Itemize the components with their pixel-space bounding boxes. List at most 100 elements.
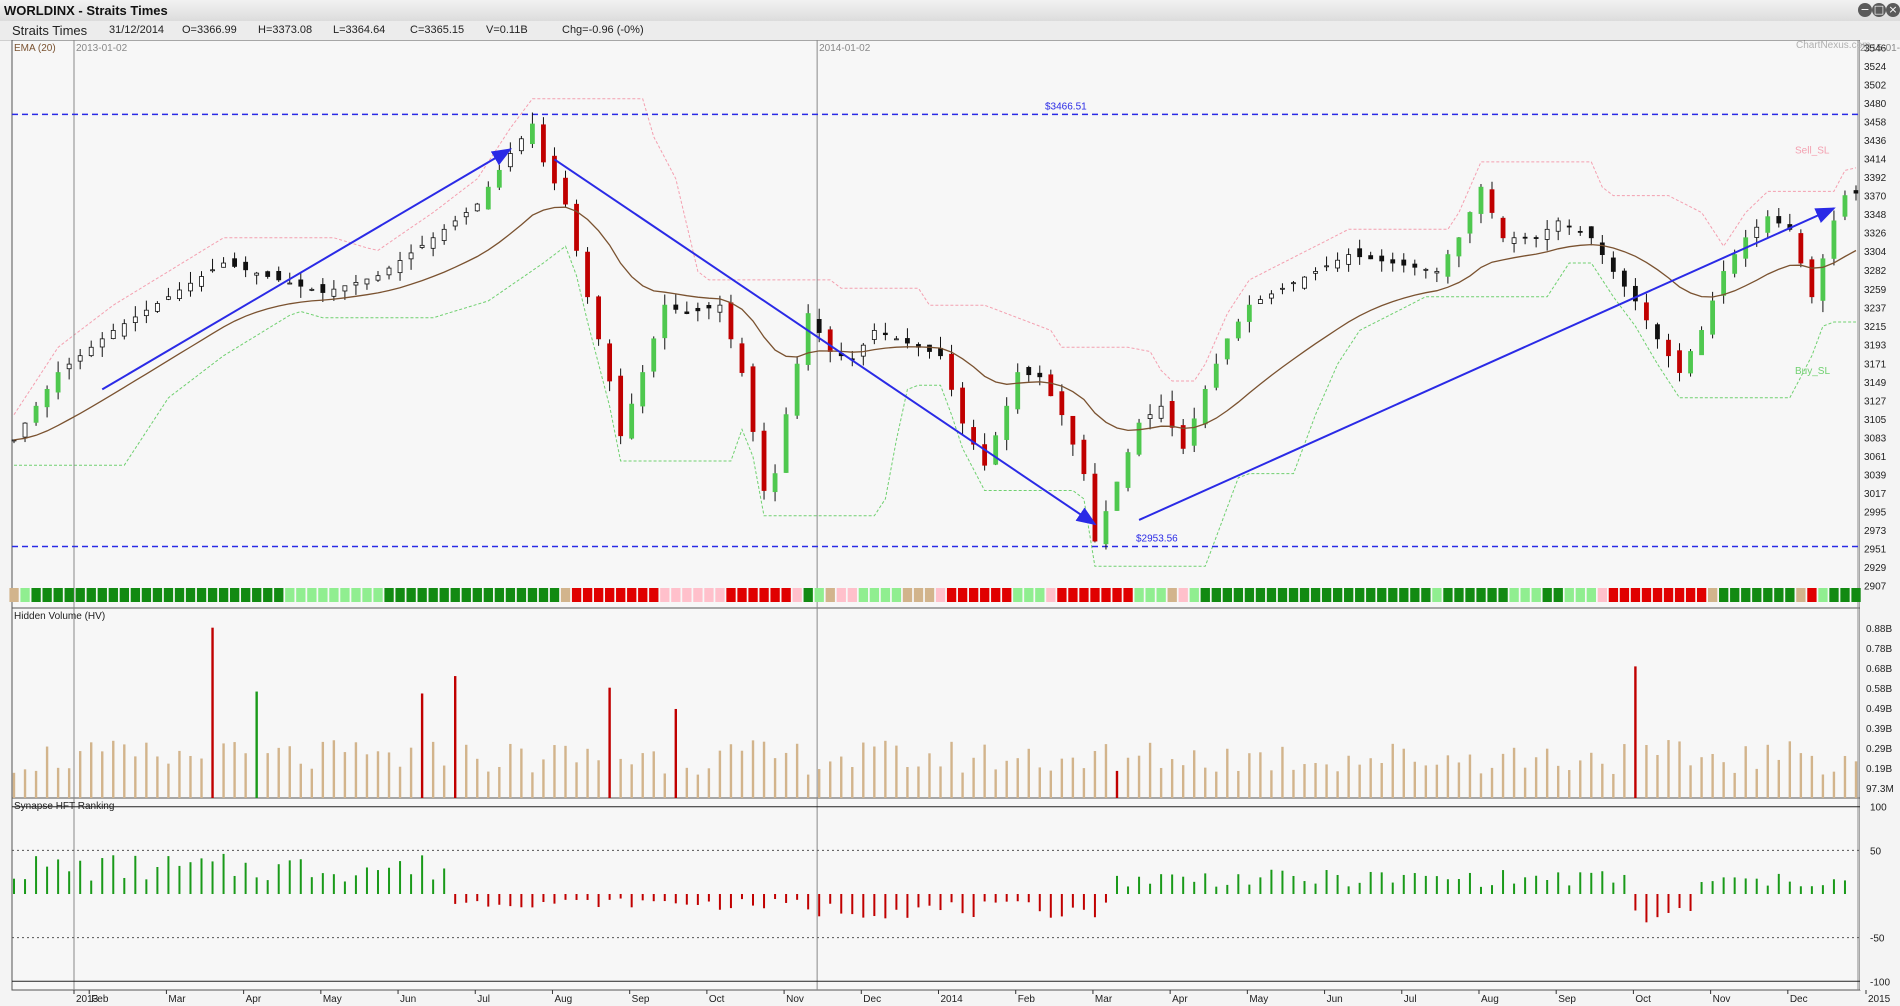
price-candle: [1202, 388, 1208, 425]
volume-bar: [961, 772, 964, 798]
trend-strip-cell: [980, 588, 990, 602]
volume-bar: [1512, 747, 1516, 798]
oscillator-bar: [1027, 894, 1030, 903]
trend-strip-cell: [527, 588, 538, 602]
trend-strip-cell: [1112, 588, 1122, 602]
oscillator-bar: [1612, 882, 1615, 894]
volume-axis-tick: 0.58B: [1866, 684, 1892, 695]
volume-bar: [1292, 769, 1295, 798]
price-candle: [1313, 271, 1318, 274]
price-candle: [1125, 452, 1131, 488]
volume-bar: [685, 767, 689, 798]
oscillator-bar: [1568, 885, 1571, 894]
price-candle: [1842, 195, 1848, 217]
trend-strip-cell: [1685, 588, 1696, 602]
volume-bar: [1788, 741, 1792, 798]
volume-bar: [365, 754, 369, 798]
volume-bar: [906, 767, 909, 798]
oscillator-bar: [1634, 894, 1637, 911]
trend-strip-cell: [395, 588, 405, 602]
oscillator-bar: [200, 858, 203, 894]
price-candle: [1754, 226, 1760, 238]
volume-bar: [1148, 742, 1152, 798]
price-candle: [1732, 254, 1738, 274]
oscillator-bar: [1491, 885, 1494, 894]
price-candle: [860, 344, 866, 357]
oscillator-bar: [1082, 894, 1085, 910]
minimize-icon[interactable]: −: [1858, 3, 1872, 17]
oscillator-bar: [1281, 870, 1284, 894]
quote-change: Chg=-0.96 (-0%): [562, 24, 644, 36]
volume-bar: [1237, 770, 1240, 798]
price-candle: [618, 375, 624, 437]
price-candle: [1324, 265, 1329, 268]
close-icon[interactable]: ×: [1886, 3, 1900, 17]
trend-strip-cell: [627, 588, 637, 602]
oscillator-bar: [1160, 874, 1163, 894]
price-candle: [1721, 271, 1727, 296]
price-candle: [287, 282, 293, 285]
volume-bar: [1369, 758, 1372, 798]
price-candle: [210, 269, 215, 272]
oscillator-bar: [399, 861, 402, 894]
volume-bar: [1104, 744, 1108, 798]
quote-close: C=3365.15: [410, 24, 465, 36]
volume-bar: [78, 751, 82, 798]
oscillator-bar: [1115, 875, 1118, 894]
oscillator-axis-tick: 50: [1870, 846, 1882, 857]
x-axis-tick: Oct: [709, 994, 725, 1005]
trend-strip-cell: [1829, 588, 1839, 602]
x-axis-tick: Aug: [1481, 994, 1499, 1005]
price-candle: [143, 309, 149, 317]
price-candle: [552, 155, 557, 184]
chart-canvas[interactable]: 2013-01-02 2014-01-02 2015-01-01 $3466.51 $2…: [0, 40, 1900, 1006]
oscillator-bar: [1435, 876, 1438, 894]
volume-bar: [884, 740, 887, 798]
price-candle: [662, 304, 668, 339]
year-marker-label: 2015-01-01: [1860, 43, 1900, 54]
quote-volume: V=0.11B: [486, 24, 528, 36]
trend-strip-cell: [1785, 588, 1795, 602]
trend-strip-cell: [1222, 588, 1232, 602]
trend-strip-cell: [649, 588, 659, 602]
price-candle: [99, 338, 105, 348]
price-candle: [44, 388, 50, 408]
price-candle: [22, 422, 28, 438]
trend-strip-cell: [1057, 588, 1067, 602]
trend-strip-cell: [1818, 588, 1828, 602]
oscillator-bar: [818, 894, 821, 917]
volume-bar: [740, 750, 744, 798]
oscillator-bar: [740, 894, 743, 900]
price-axis-tick: 3282: [1864, 266, 1887, 277]
price-candle: [541, 124, 546, 163]
trend-strip-cell: [174, 588, 185, 602]
trend-strip-cell: [296, 588, 306, 602]
oscillator-bar: [862, 894, 865, 918]
trend-strip-cell: [1310, 588, 1321, 602]
oscillator-bar: [1590, 872, 1593, 894]
trend-strip-cell: [880, 588, 891, 602]
oscillator-bar: [1479, 886, 1482, 894]
volume-bar: [994, 769, 997, 798]
quote-low: L=3364.64: [333, 24, 386, 36]
price-candle: [673, 304, 679, 310]
oscillator-bar: [376, 870, 379, 894]
oscillator-bar: [928, 894, 931, 906]
price-candle: [717, 304, 723, 313]
price-candle: [783, 414, 789, 473]
price-axis-tick: 3127: [1864, 396, 1887, 407]
oscillator-bar: [1788, 881, 1791, 894]
oscillator-bar: [1722, 877, 1725, 894]
oscillator-bar: [961, 894, 964, 914]
trend-strip-cell: [1090, 588, 1100, 602]
volume-bar: [806, 774, 810, 798]
maximize-icon[interactable]: □: [1872, 3, 1886, 17]
oscillator-bar: [1193, 881, 1196, 894]
title-bar: WORLDINX - Straits Times − □ ×: [0, 0, 1900, 22]
volume-bar: [200, 758, 203, 798]
oscillator-bar: [1248, 884, 1251, 894]
volume-bar: [1159, 767, 1163, 798]
oscillator-bar: [1049, 894, 1052, 918]
oscillator-bar: [35, 856, 38, 894]
price-candle: [77, 355, 83, 362]
